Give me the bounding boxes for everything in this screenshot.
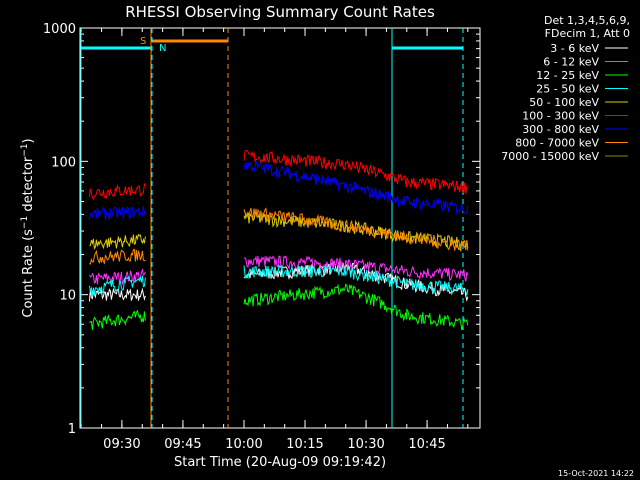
time-overlays: SN [80,28,464,428]
x-tick-label: 10:30 [347,437,384,452]
legend-label: 25 - 50 keV [536,83,599,96]
legend-label: 50 - 100 keV [529,96,599,109]
series-line [243,255,469,282]
chart-title: RHESSI Observing Summary Count Rates [125,3,435,21]
legend-label: 3 - 6 keV [550,42,599,55]
series-line [243,264,469,296]
legend-label: 12 - 25 keV [536,69,599,82]
series-line [89,233,146,250]
plot-frame [79,27,481,429]
axis-ticks: 1 10 100 1000 09:30 09:45 10:00 10:15 10:30 10:45 [43,22,480,452]
series-line [89,248,146,265]
x-axis-label: Start Time (20-Aug-09 09:19:42) [174,455,386,470]
night-label: N [159,43,166,54]
legend-header-1: Det 1,3,4,5,6,9, [544,14,630,27]
ylabel-sup2: −1 [20,143,30,156]
ylabel-main: Count Rate (s [21,229,36,318]
series-line [88,275,146,296]
legend-header-2: FDecim 1, Att 0 [545,27,630,40]
y-tick-label: 100 [51,155,76,170]
series-line [88,267,146,286]
series-line [89,309,146,330]
x-tick-label: 09:30 [103,437,140,452]
saa-label: S [140,36,146,47]
footer-timestamp: 15-Oct-2021 14:22 [558,469,634,478]
x-tick-label: 10:15 [286,437,323,452]
legend-label: 300 - 800 keV [522,123,599,136]
x-tick-label: 09:45 [164,437,201,452]
ylabel-mid: detector [21,156,36,216]
y-tick-label: 10 [59,289,76,304]
series-line [243,159,469,215]
legend-label: 100 - 300 keV [522,110,599,123]
legend-label: 6 - 12 keV [543,56,599,69]
y-axis-label: Count Rate (s−1 detector−1) [20,138,36,317]
y-tick-label: 1 [68,422,76,437]
series-line [243,283,469,331]
ylabel-sup1: −1 [20,216,30,229]
series-line [88,205,146,221]
series-line [243,210,469,251]
x-tick-label: 10:00 [225,437,262,452]
legend-label: 800 - 7000 keV [515,137,599,150]
series-line [243,207,469,252]
legend-label: 7000 - 15000 keV [501,150,599,163]
series-group [88,149,469,331]
x-tick-label: 10:45 [408,437,445,452]
y-tick-label: 1000 [43,22,76,37]
ylabel-end: ) [21,138,36,143]
series-line [243,149,469,195]
series-line [243,261,469,303]
series-line [88,182,146,201]
